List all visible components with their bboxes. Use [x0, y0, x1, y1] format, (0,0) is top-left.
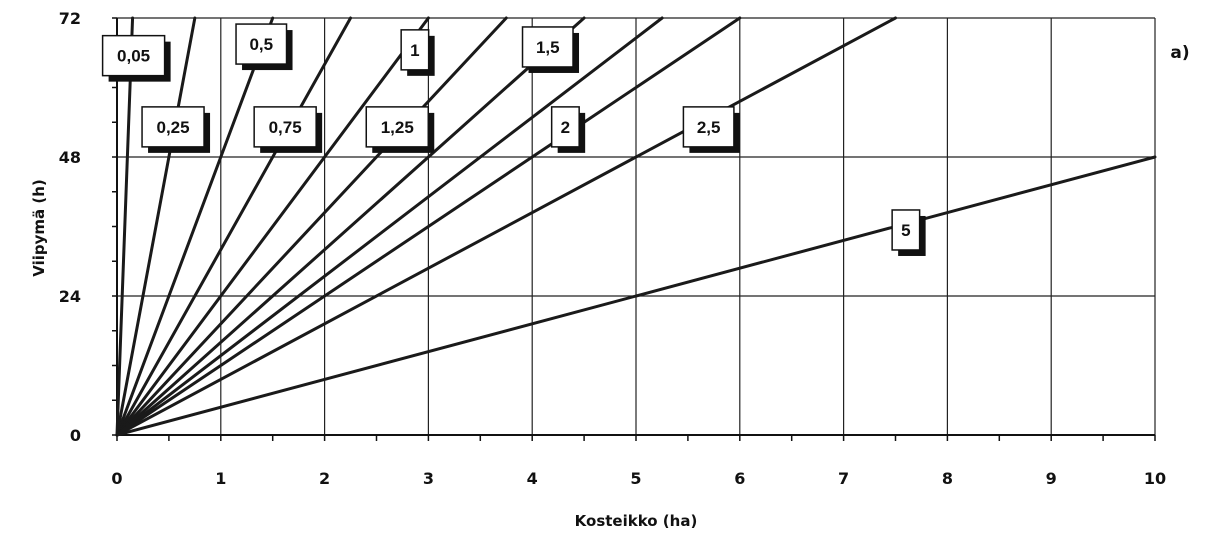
y-tick-label: 72: [59, 9, 81, 28]
line-label-text: 0,5: [249, 35, 273, 54]
x-tick-label: 9: [1046, 469, 1057, 488]
line-label: 1,25: [365, 106, 435, 153]
line-label-text: 0,05: [117, 47, 150, 66]
line-label: 0,5: [235, 23, 293, 71]
series-line: [115, 16, 135, 437]
line-label-text: 0,25: [157, 118, 190, 137]
y-tick-label: 24: [59, 287, 81, 306]
x-tick-label: 5: [630, 469, 641, 488]
x-tick-label: 0: [111, 469, 122, 488]
series-line: [115, 16, 275, 437]
line-label: 1,5: [521, 26, 580, 73]
y-tick-label: 0: [70, 426, 81, 445]
label-box: [253, 106, 317, 148]
y-axis-title: Viipymä (h): [30, 179, 48, 277]
line-label-text: 0,75: [269, 118, 302, 137]
panel-label: a): [1170, 43, 1189, 63]
line-label: 1: [400, 29, 435, 76]
label-box: [101, 34, 166, 77]
series-lines: [115, 16, 1157, 437]
label-box: [141, 106, 205, 148]
x-tick-label: 7: [838, 469, 849, 488]
label-box: [400, 29, 430, 71]
label-box: [365, 106, 430, 148]
line-labels: 0,05 0,5 1 1,5 0,25 0,75 1,25 2 2,5 5: [101, 23, 926, 256]
series-line: [115, 16, 430, 437]
series-line: [115, 16, 897, 437]
label-box: [521, 26, 574, 68]
line-label-text: 1,5: [536, 38, 560, 57]
x-tick-label: 1: [215, 469, 226, 488]
line-label-text: 2: [561, 118, 570, 137]
label-box: [682, 106, 735, 148]
line-label-text: 2,5: [697, 118, 721, 137]
line-label: 0,25: [141, 106, 211, 153]
series-line: [115, 155, 1157, 437]
x-tick-label: 10: [1144, 469, 1166, 488]
x-tick-label: 4: [527, 469, 538, 488]
x-tick-label: 8: [942, 469, 953, 488]
label-box: [235, 23, 288, 65]
x-tick-label: 6: [734, 469, 745, 488]
series-line: [115, 16, 353, 437]
series-line: [115, 16, 664, 437]
line-label: 0,75: [253, 106, 323, 153]
label-box: [891, 209, 921, 251]
line-label-text: 5: [901, 221, 910, 240]
series-line: [115, 16, 508, 437]
line-label: 0,05: [101, 34, 171, 82]
axis-ticks: 0 1 2 3 4 5 6 7 8 9 10 0 24 48 72: [59, 9, 1166, 488]
x-tick-label: 3: [423, 469, 434, 488]
series-line: [115, 16, 742, 437]
line-label: 2: [550, 106, 586, 153]
line-label-text: 1,25: [381, 118, 414, 137]
series-line: [115, 16, 586, 437]
x-tick-label: 2: [319, 469, 330, 488]
line-label: 5: [891, 209, 926, 256]
x-axis-title: Kosteikko (ha): [575, 512, 698, 530]
line-label: 2,5: [682, 106, 740, 153]
line-label-text: 1: [410, 41, 419, 60]
series-line: [115, 16, 197, 437]
y-tick-label: 48: [59, 148, 81, 167]
label-box: [550, 106, 580, 148]
